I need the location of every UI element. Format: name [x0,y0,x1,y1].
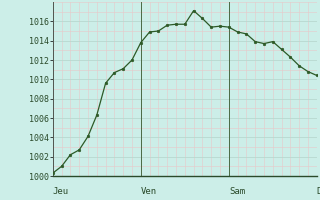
Text: Dim: Dim [317,187,320,196]
Text: Ven: Ven [141,187,157,196]
Text: Sam: Sam [229,187,245,196]
Text: Jeu: Jeu [53,187,69,196]
